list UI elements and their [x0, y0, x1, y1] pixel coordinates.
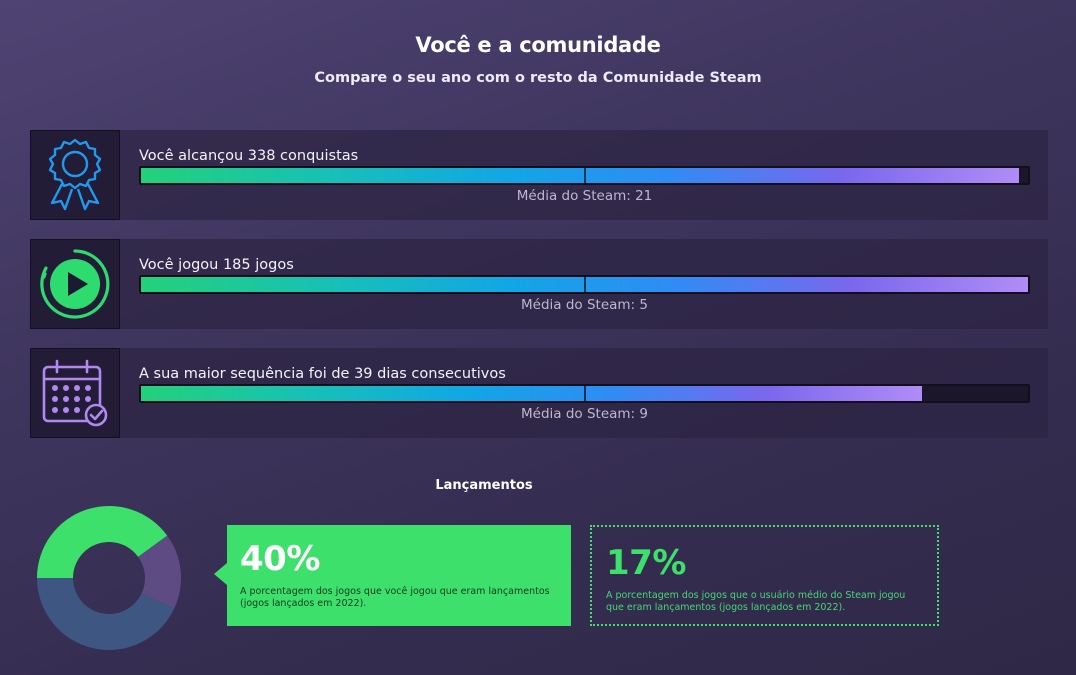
stat-label: Você jogou 185 jogos [139, 257, 294, 273]
calendar-check-icon [30, 348, 120, 438]
donut-segment-rest [36, 578, 175, 650]
your-releases-percent: 40% [240, 539, 320, 579]
stat-row-achievements: Você alcançou 338 conquistas Média do St… [30, 130, 1048, 220]
play-circle-icon [30, 239, 120, 329]
average-marker [584, 277, 586, 292]
page-title: Você e a comunidade [415, 33, 661, 57]
page-subtitle: Compare o seu ano com o resto da Comunid… [314, 70, 762, 86]
average-releases-description: A porcentagem dos jogos que o usuário mé… [606, 590, 906, 613]
steam-average-text: Média do Steam: 9 [521, 406, 648, 422]
average-releases-percent: 17% [606, 543, 686, 583]
stat-label: Você alcançou 338 conquistas [139, 148, 359, 164]
progress-bar-fill [141, 386, 922, 401]
award-ribbon-icon [30, 130, 120, 220]
progress-bar [139, 166, 1030, 185]
releases-donut-chart [36, 506, 181, 650]
average-marker [584, 168, 586, 183]
stat-label: A sua maior sequência foi de 39 dias con… [139, 366, 506, 382]
progress-bar-fill [141, 168, 1020, 183]
donut-segment-you [37, 506, 168, 578]
card-pointer [214, 563, 227, 585]
stat-row-streak: A sua maior sequência foi de 39 dias con… [30, 348, 1048, 438]
releases-title: Lançamentos [435, 478, 533, 493]
donut-segment-average [138, 535, 181, 609]
stat-row-games: Você jogou 185 jogos Média do Steam: 5 [30, 239, 1048, 329]
steam-average-text: Média do Steam: 5 [521, 297, 648, 313]
progress-bar [139, 384, 1030, 403]
progress-bar [139, 275, 1030, 294]
your-releases-description: A porcentagem dos jogos que você jogou q… [240, 586, 550, 609]
average-releases-card: 17% A porcentagem dos jogos que o usuári… [590, 525, 939, 626]
average-marker [584, 386, 586, 401]
your-releases-card: 40% A porcentagem dos jogos que você jog… [214, 525, 571, 626]
steam-average-text: Média do Steam: 21 [516, 188, 653, 204]
